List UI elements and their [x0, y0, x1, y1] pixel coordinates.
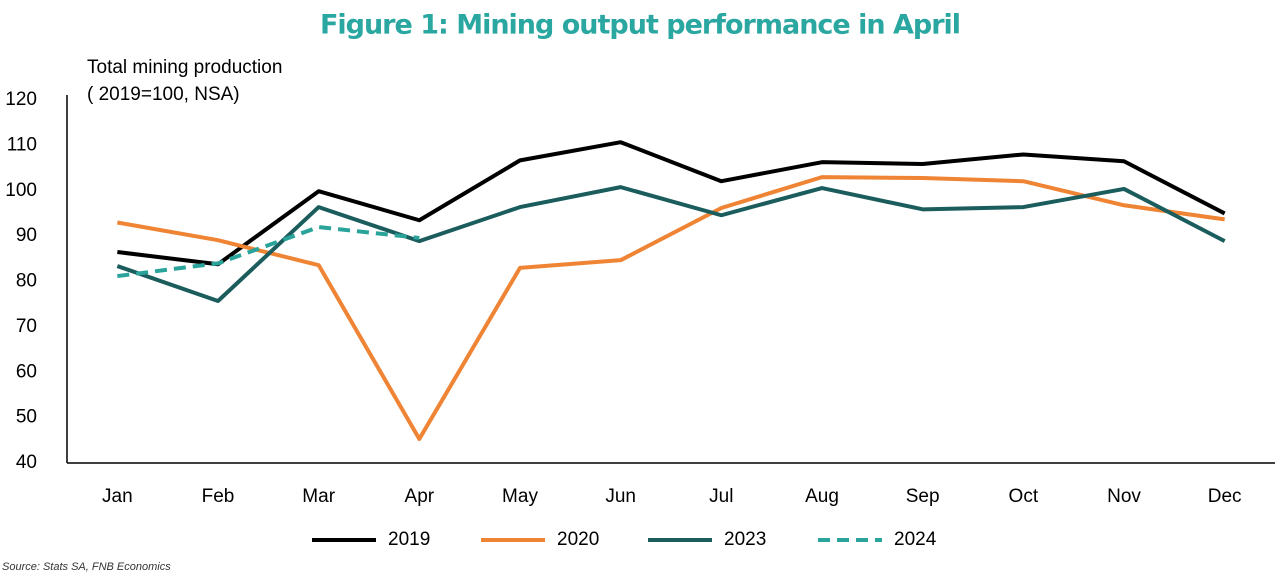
- y-tick-label: 100: [5, 180, 37, 201]
- series-line: [116, 175, 1225, 441]
- chart-title: Figure 1: Mining output performance in A…: [320, 10, 960, 41]
- x-tick-label: Dec: [1208, 486, 1242, 507]
- y-tick-label: 80: [16, 271, 37, 292]
- series-line: [117, 140, 1226, 267]
- x-tick-label: Feb: [202, 486, 235, 507]
- x-tick-label: Oct: [1009, 486, 1039, 507]
- x-tick-label: Aug: [805, 486, 839, 507]
- x-tick-label: May: [502, 486, 538, 507]
- y-tick-label: 70: [16, 316, 37, 337]
- y-tick-label: 50: [16, 407, 37, 428]
- series-line: [117, 225, 420, 279]
- y-tick-label: 110: [7, 134, 37, 155]
- y-tick-label: 120: [5, 89, 37, 110]
- y-axis-label: Total mining production: [87, 57, 282, 78]
- source: Source: Stats SA, FNB Economics: [2, 561, 171, 573]
- x-tick-label: Apr: [405, 486, 435, 507]
- y-tick-label: 90: [16, 225, 37, 246]
- x-tick-label: Jul: [709, 486, 733, 507]
- x-tick-label: Jun: [605, 486, 636, 507]
- legend-label: 2019: [388, 529, 430, 550]
- y-tick-label: 60: [16, 361, 37, 382]
- legend-label: 2024: [894, 529, 937, 550]
- legend-label: 2020: [557, 529, 599, 550]
- legend-label: 2023: [724, 529, 766, 550]
- y-axis-label: ( 2019=100, NSA): [87, 84, 240, 105]
- series-line: [116, 185, 1226, 304]
- y-tick-label: 40: [16, 452, 37, 473]
- x-tick-label: Mar: [302, 486, 335, 507]
- x-tick-label: Sep: [906, 486, 940, 507]
- x-tick-label: Jan: [102, 486, 133, 507]
- x-tick-label: Nov: [1107, 486, 1141, 507]
